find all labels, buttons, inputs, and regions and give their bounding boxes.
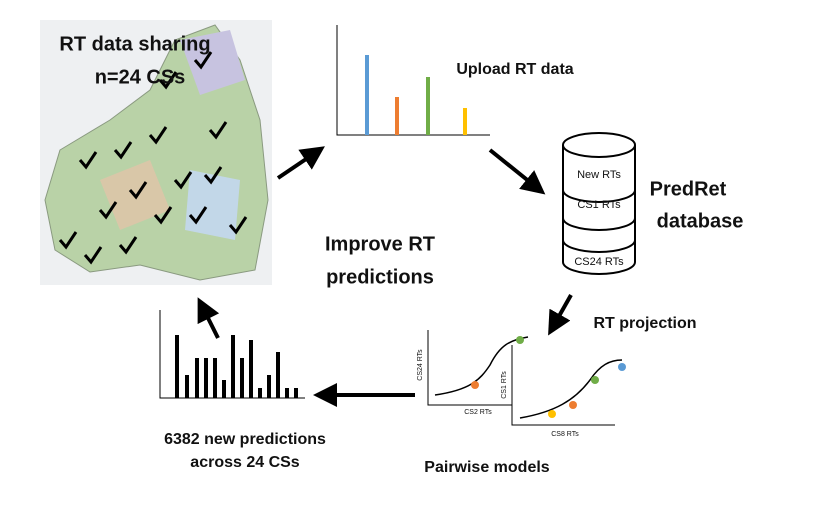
projection-label: RT projection: [593, 315, 696, 332]
pairwise-label: Pairwise models: [424, 459, 549, 476]
axis-label: CS1 RTs: [501, 371, 508, 399]
database: [562, 132, 636, 275]
improve-label: predictions: [326, 266, 434, 288]
db-row: CS24 RTs: [574, 256, 624, 268]
upload-chart: [336, 25, 490, 136]
improve-label: Improve RT: [325, 233, 435, 255]
pairwise-plot: [427, 330, 530, 406]
predictions-label: across 24 CSs: [190, 454, 300, 471]
check-marks: [58, 51, 248, 265]
db-label: PredRet: [650, 178, 727, 200]
db-row: CS1 RTs: [577, 199, 621, 211]
map-count: n=24 CSs: [95, 66, 186, 88]
axis-label: CS2 RTs: [464, 409, 492, 416]
axis-label: CS24 RTs: [417, 349, 424, 381]
europe-map: [40, 20, 272, 285]
axis-label: CS8 RTs: [551, 431, 579, 438]
arrows: [197, 146, 573, 407]
map-title: RT data sharing: [59, 33, 210, 55]
predictions-chart: [159, 310, 305, 399]
upload-label: Upload RT data: [456, 61, 573, 78]
pairwise-plot: [511, 345, 626, 426]
db-label: database: [657, 210, 744, 232]
db-row: New RTs: [577, 169, 621, 181]
predictions-label: 6382 new predictions: [164, 431, 326, 448]
